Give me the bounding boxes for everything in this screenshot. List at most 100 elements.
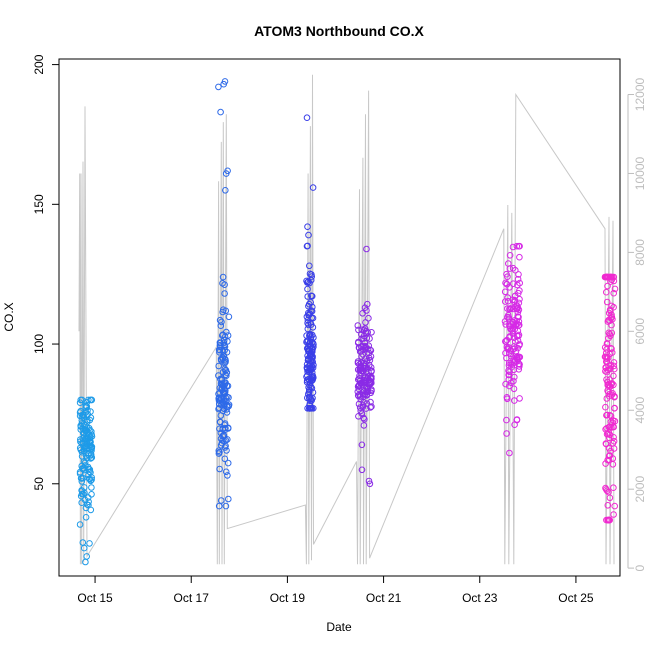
data-point <box>222 424 229 432</box>
data-point <box>607 365 614 372</box>
data-point <box>361 325 369 332</box>
data-point <box>511 373 518 381</box>
data-point <box>512 292 519 300</box>
data-point <box>221 346 228 354</box>
data-point <box>79 490 87 498</box>
data-point <box>515 271 522 278</box>
data-point <box>602 486 610 493</box>
data-point <box>309 314 317 322</box>
data-point <box>81 444 89 451</box>
data-point <box>82 428 90 435</box>
data-point <box>358 441 366 449</box>
data-point <box>515 306 523 314</box>
data-point <box>224 459 232 467</box>
data-point <box>306 386 313 394</box>
data-point <box>608 349 616 356</box>
data-point <box>358 379 366 387</box>
data-point <box>514 313 522 320</box>
data-point <box>224 436 231 443</box>
data-point <box>304 293 312 300</box>
data-point <box>503 280 511 288</box>
data-point <box>511 296 519 304</box>
data-point <box>88 396 96 404</box>
data-point <box>220 80 227 88</box>
data-point <box>611 417 619 425</box>
data-point <box>224 425 232 432</box>
data-point <box>81 489 88 497</box>
data-point <box>602 440 610 447</box>
data-point <box>501 318 509 325</box>
data-point <box>215 404 223 412</box>
data-point <box>86 416 94 424</box>
data-point <box>364 373 372 380</box>
data-point <box>307 383 315 391</box>
data-point <box>83 403 91 410</box>
data-point <box>509 327 516 335</box>
data-point <box>355 338 362 346</box>
data-point <box>80 429 88 437</box>
data-point <box>605 452 613 460</box>
data-point <box>221 401 228 409</box>
data-point <box>305 300 313 308</box>
data-point <box>505 376 513 383</box>
data-point <box>217 435 225 443</box>
point-cluster-6 <box>601 273 619 524</box>
data-point <box>504 305 511 312</box>
data-point <box>304 405 311 412</box>
data-point <box>363 400 371 407</box>
data-point <box>515 242 523 250</box>
data-point <box>86 476 93 483</box>
y-tick-label: 50 <box>32 477 46 491</box>
x-tick-label: Oct 23 <box>462 591 498 605</box>
data-point <box>225 495 232 503</box>
data-point <box>513 332 521 340</box>
data-point <box>216 418 224 426</box>
data-point <box>610 289 618 297</box>
data-point <box>504 297 512 305</box>
data-point <box>506 449 513 457</box>
point-cluster-2 <box>215 78 233 510</box>
data-point <box>87 455 94 462</box>
data-point <box>610 445 618 452</box>
data-point <box>216 465 223 473</box>
data-point <box>362 343 369 351</box>
data-point <box>218 385 225 393</box>
data-point <box>360 399 367 406</box>
chart-title: ATOM3 Northbound CO.X <box>254 23 424 39</box>
data-point <box>608 302 615 310</box>
data-point <box>601 273 609 281</box>
data-point <box>359 391 367 398</box>
data-point <box>611 404 618 412</box>
x-tick-label: Oct 17 <box>174 591 210 605</box>
data-point <box>77 436 84 443</box>
data-point <box>86 466 94 473</box>
data-point <box>304 325 312 333</box>
data-point <box>365 369 372 376</box>
plot-frame <box>58 58 621 577</box>
data-point <box>502 338 510 345</box>
data-point <box>604 282 611 290</box>
data-point <box>604 502 612 509</box>
data-point <box>356 372 363 380</box>
x-tick-label: Oct 21 <box>366 591 402 605</box>
data-point <box>606 365 614 373</box>
data-point <box>512 338 519 345</box>
data-point <box>603 340 611 348</box>
data-point <box>222 502 230 510</box>
data-point <box>611 502 619 510</box>
data-point <box>308 273 316 280</box>
data-point <box>604 516 612 524</box>
data-point <box>85 396 92 404</box>
right-tick-label: 2000 <box>633 476 647 503</box>
data-point <box>303 242 311 250</box>
data-point <box>514 337 522 345</box>
data-point <box>366 379 373 386</box>
data-point <box>506 382 513 390</box>
data-point <box>221 343 229 351</box>
data-point <box>222 187 229 194</box>
data-point <box>78 420 86 427</box>
data-point <box>220 306 227 314</box>
data-point <box>603 298 611 306</box>
data-point <box>303 332 310 339</box>
